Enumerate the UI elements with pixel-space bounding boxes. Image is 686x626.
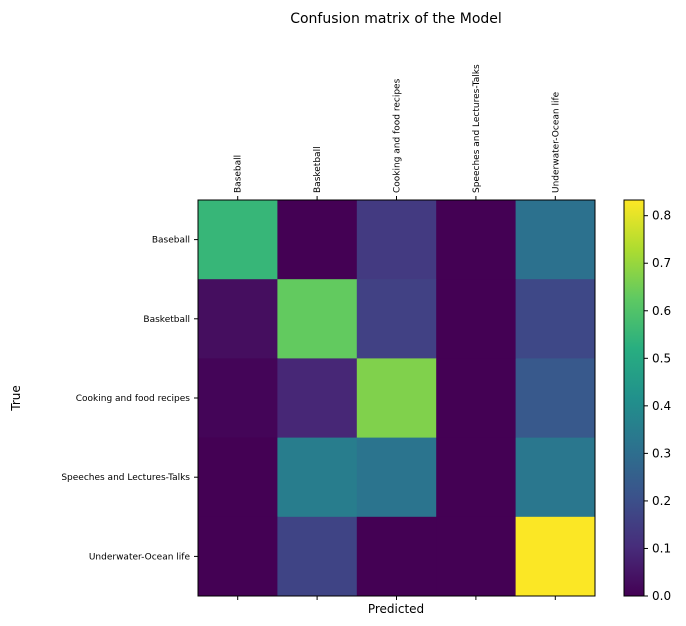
heatmap-cell xyxy=(277,279,358,359)
colorbar xyxy=(623,199,645,597)
x-tick-label: Baseball xyxy=(234,155,244,193)
x-axis-label: Predicted xyxy=(368,602,424,616)
heatmap-cell xyxy=(515,516,596,597)
heatmap-cell xyxy=(198,279,278,359)
colorbar-tick-label: 0.7 xyxy=(652,256,671,270)
colorbar-tick-label: 0.5 xyxy=(652,351,671,365)
x-tick-label: Cooking and food recipes xyxy=(393,78,403,193)
x-tick-label: Basketball xyxy=(313,146,323,193)
heatmap-cell xyxy=(198,200,278,280)
heatmap-cell xyxy=(277,358,358,439)
colorbar-tick-label: 0.0 xyxy=(652,589,671,603)
heatmap-cell xyxy=(356,437,437,518)
heatmap-cell xyxy=(356,516,437,597)
heatmap-cell xyxy=(198,358,278,439)
heatmap-cell xyxy=(198,437,278,518)
heatmap-cell xyxy=(436,279,517,359)
colorbar-ticks: 0.0 0.1 0.2 0.3 0.4 0.5 0.6 0.7 0.8 xyxy=(644,209,671,603)
heatmap-cell xyxy=(436,200,517,280)
y-tick-label: Speeches and Lectures-Talks xyxy=(61,473,190,483)
heatmap-cell xyxy=(436,437,517,518)
heatmap-cell xyxy=(515,358,596,439)
heatmap-cell xyxy=(277,437,358,518)
heatmap-cell xyxy=(515,200,596,280)
colorbar-tick-label: 0.2 xyxy=(652,494,671,508)
colorbar-tick-label: 0.8 xyxy=(652,209,671,223)
colorbar-tick-label: 0.1 xyxy=(652,541,671,555)
heatmap-cell xyxy=(277,200,358,280)
heatmap-cell xyxy=(436,516,517,597)
colorbar-tick-label: 0.6 xyxy=(652,304,671,318)
heatmap-cell xyxy=(356,200,437,280)
x-tick-labels: Baseball Basketball Cooking and food recip… xyxy=(234,64,561,600)
y-tick-label: Baseball xyxy=(152,236,190,246)
heatmap-cell xyxy=(356,358,437,439)
chart-title: Confusion matrix of the Model xyxy=(290,11,502,27)
colorbar-tick-label: 0.3 xyxy=(652,446,671,460)
y-axis-label: True xyxy=(9,385,23,412)
heatmap-cell xyxy=(436,358,517,439)
y-tick-label: Underwater-Ocean life xyxy=(89,552,191,562)
y-tick-label: Cooking and food recipes xyxy=(76,394,191,404)
x-tick-label: Underwater-Ocean life xyxy=(551,91,561,193)
heatmap-cell xyxy=(277,516,358,597)
heatmap-cell xyxy=(515,279,596,359)
colorbar-tick-label: 0.4 xyxy=(652,399,671,413)
y-tick-label: Basketball xyxy=(143,315,190,325)
y-tick-labels: Baseball Basketball Cooking and food recip… xyxy=(61,236,198,562)
heatmap-cell xyxy=(198,516,278,597)
x-tick-label: Speeches and Lectures-Talks xyxy=(472,64,482,193)
heatmap-cell xyxy=(515,437,596,518)
heatmap-cells xyxy=(198,200,596,597)
heatmap-cell xyxy=(356,279,437,359)
